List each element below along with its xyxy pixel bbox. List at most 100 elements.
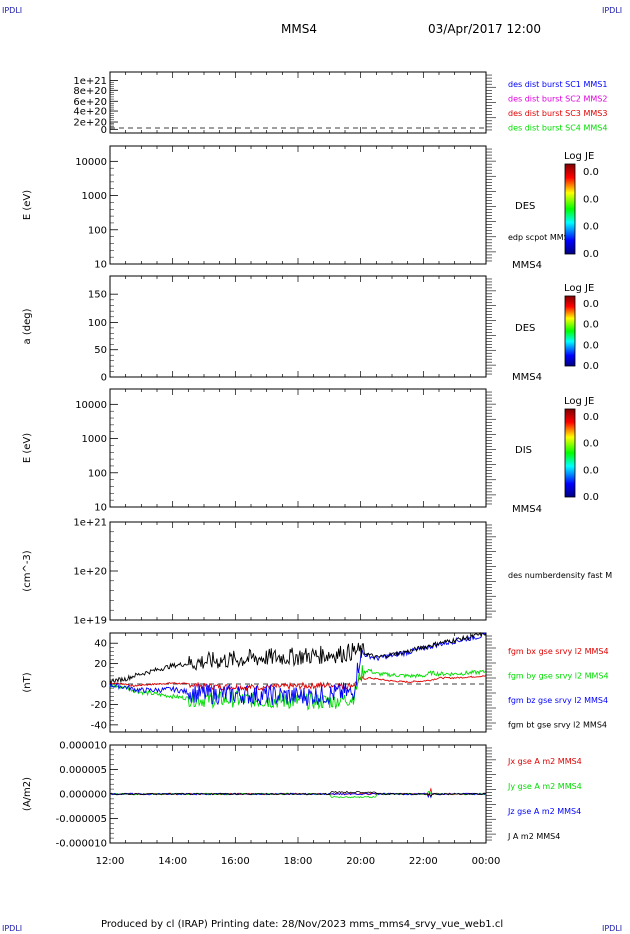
panel-fgm-y-tick-label: 40 [94,639,107,650]
footer-credit: Produced by cl (IRAP) Printing date: 28/… [101,919,504,930]
fgm-series-line [109,632,487,706]
panel-des_energy-y-tick-label: 1000 [82,191,107,202]
panel-dist-frame [109,71,487,134]
panel-dis_energy-colorbar-tick-label: 0.0 [583,412,599,423]
panel-dis_energy-y-tick-label: 10000 [75,400,107,411]
panel-des-pitch-label: DES [515,323,535,334]
panel-dis_energy-colorbar-tick-label: 0.0 [583,439,599,450]
panel-des_pitch-colorbar-tick-label: 0.0 [583,361,599,372]
panel-dis-energy-label: DIS [515,445,532,456]
x-axis-tick-label: 18:00 [284,856,313,867]
panel-des_pitch-frame [109,275,487,378]
legend-entry-dist: des dist burst SC1 MMS1 [508,80,607,89]
panel-dis_energy-colorbar-title: Log JE [564,396,594,407]
panel-des_energy-y-tick-label: 10 [94,260,107,271]
corner-label-top-left: IPDLI [2,6,23,15]
panel-des_pitch-y-tick-label: 100 [88,318,107,329]
panel-des_pitch-y-axis-label: a (deg) [22,308,33,344]
corner-label-top-right: IPDLI [602,6,623,15]
mission-title: MMS4 [281,22,317,36]
panel-fgm-y-axis-label: (nT) [22,672,33,692]
panel-dis_energy-y-axis-label: E (eV) [22,433,33,463]
x-axis-tick-label: 12:00 [96,856,125,867]
panel-dis_energy-y-tick-label: 100 [88,468,107,479]
legend-entry-current: Jz gse A m2 MMS4 [507,807,581,816]
panel-des-energy-label: DES [515,201,535,212]
panel-current-y-tick-label: 0.000010 [59,741,107,752]
panel-dis_energy-colorbar-tick-label: 0.0 [583,492,599,503]
fgm-series-line [110,674,487,692]
panel-des-energy-extra-label: edp scpot MMS4 [508,233,574,242]
panel-dist-y-tick-label: 2e+20 [73,118,107,129]
panel-dis_energy-frame [109,388,487,508]
x-axis-tick-label: 16:00 [221,856,250,867]
corner-label-bottom-left: IPDLI [2,924,23,933]
panel-fgm-frame [109,632,487,733]
x-axis-tick-label: 20:00 [346,856,375,867]
legend-entry-current: Jy gse A m2 MMS4 [507,782,582,791]
panel-dist-y-tick-label: 0 [101,125,107,136]
panel-des_pitch-colorbar-tick-label: 0.0 [583,340,599,351]
panel-density-y-tick-label: 1e+20 [73,567,107,578]
panel-dist-y-tick-label: 4e+20 [73,107,107,118]
panel-dist-y-tick-label: 8e+20 [73,86,107,97]
legend-entry-current: J A m2 MMS4 [507,832,560,841]
legend-entry-fgm: fgm bz gse srvy l2 MMS4 [508,696,608,705]
panel-des_pitch-colorbar-tick-label: 0.0 [583,320,599,331]
panel-des_energy-colorbar-tick-label: 0.0 [583,167,599,178]
panel-current-y-tick-label: -0.000010 [56,839,107,850]
legend-entry-dist: des dist burst SC2 MMS2 [508,95,607,104]
panel-density-y-axis-label: (cm^-3) [22,550,33,591]
legend-entry-dist: des dist burst SC4 MMS4 [508,124,607,133]
panel-dist-y-tick-label: 1e+21 [73,76,107,87]
legend-entry-fgm: fgm bx gse srvy l2 MMS4 [508,647,609,656]
panel-dis_energy-y-tick-label: 10 [94,503,107,514]
panel-density-frame [109,521,487,621]
panel-des_pitch-y-tick-label: 150 [88,290,107,301]
datetime-title: 03/Apr/2017 12:00 [428,22,542,36]
panel-des_energy-colorbar [564,163,576,255]
panel-des_energy-y-tick-label: 10000 [75,157,107,168]
panel-des-pitch-sc-label: MMS4 [512,372,542,383]
panel-dis_energy-colorbar-tick-label: 0.0 [583,465,599,476]
panel-des_pitch-y-tick-label: 0 [101,373,107,384]
panel-fgm-y-tick-label: -40 [91,720,107,731]
current-series-line [109,790,487,798]
panel-current-y-axis-label: (A/m2) [22,777,33,811]
panel-des_pitch-colorbar [564,295,576,367]
panel-des_pitch-colorbar-title: Log JE [564,283,594,294]
panel-current-y-tick-label: 0.000005 [59,765,107,776]
panel-dis_energy-y-tick-label: 1000 [82,434,107,445]
panel-des_energy-y-tick-label: 100 [88,225,107,236]
panel-dist-y-tick-label: 6e+20 [73,97,107,108]
panel-density-y-tick-label: 1e+21 [73,518,107,529]
panel-density-y-tick-label: 1e+19 [73,616,107,627]
legend-entry-dist: des dist burst SC3 MMS3 [508,109,607,118]
panel-des-energy-sc-label: MMS4 [512,260,542,271]
panel-des_energy-frame [109,145,487,265]
corner-label-bottom-right: IPDLI [602,924,623,933]
fgm-series-line [109,632,487,685]
x-axis-tick-label: 22:00 [409,856,438,867]
panel-fgm-y-tick-label: -20 [91,700,107,711]
panel-fgm-y-tick-label: 0 [101,680,107,691]
panel-des_energy-colorbar-tick-label: 0.0 [583,222,599,233]
panel-des_energy-colorbar-title: Log JE [564,151,594,162]
panel-des_pitch-y-tick-label: 50 [94,345,107,356]
panel-des_pitch-colorbar-tick-label: 0.0 [583,299,599,310]
panel-des_energy-colorbar-tick-label: 0.0 [583,194,599,205]
x-axis-tick-label: 14:00 [158,856,187,867]
x-axis-tick-label: 00:00 [472,856,501,867]
panel-fgm-y-tick-label: 20 [94,659,107,670]
legend-entry-current: Jx gse A m2 MMS4 [507,757,582,766]
legend-entry-fgm: fgm bt gse srvy l2 MMS4 [508,721,607,730]
panel-des_energy-y-axis-label: E (eV) [22,190,33,220]
panel-des_energy-colorbar-tick-label: 0.0 [583,249,599,260]
panel-dis-energy-sc-label: MMS4 [512,504,542,515]
legend-entry-density: des numberdensity fast M [508,571,612,580]
panel-current-y-tick-label: -0.000005 [56,814,107,825]
legend-entry-fgm: fgm by gse srvy l2 MMS4 [508,672,609,681]
panel-dis_energy-colorbar [564,408,576,498]
panel-current-y-tick-label: 0.000000 [59,790,107,801]
